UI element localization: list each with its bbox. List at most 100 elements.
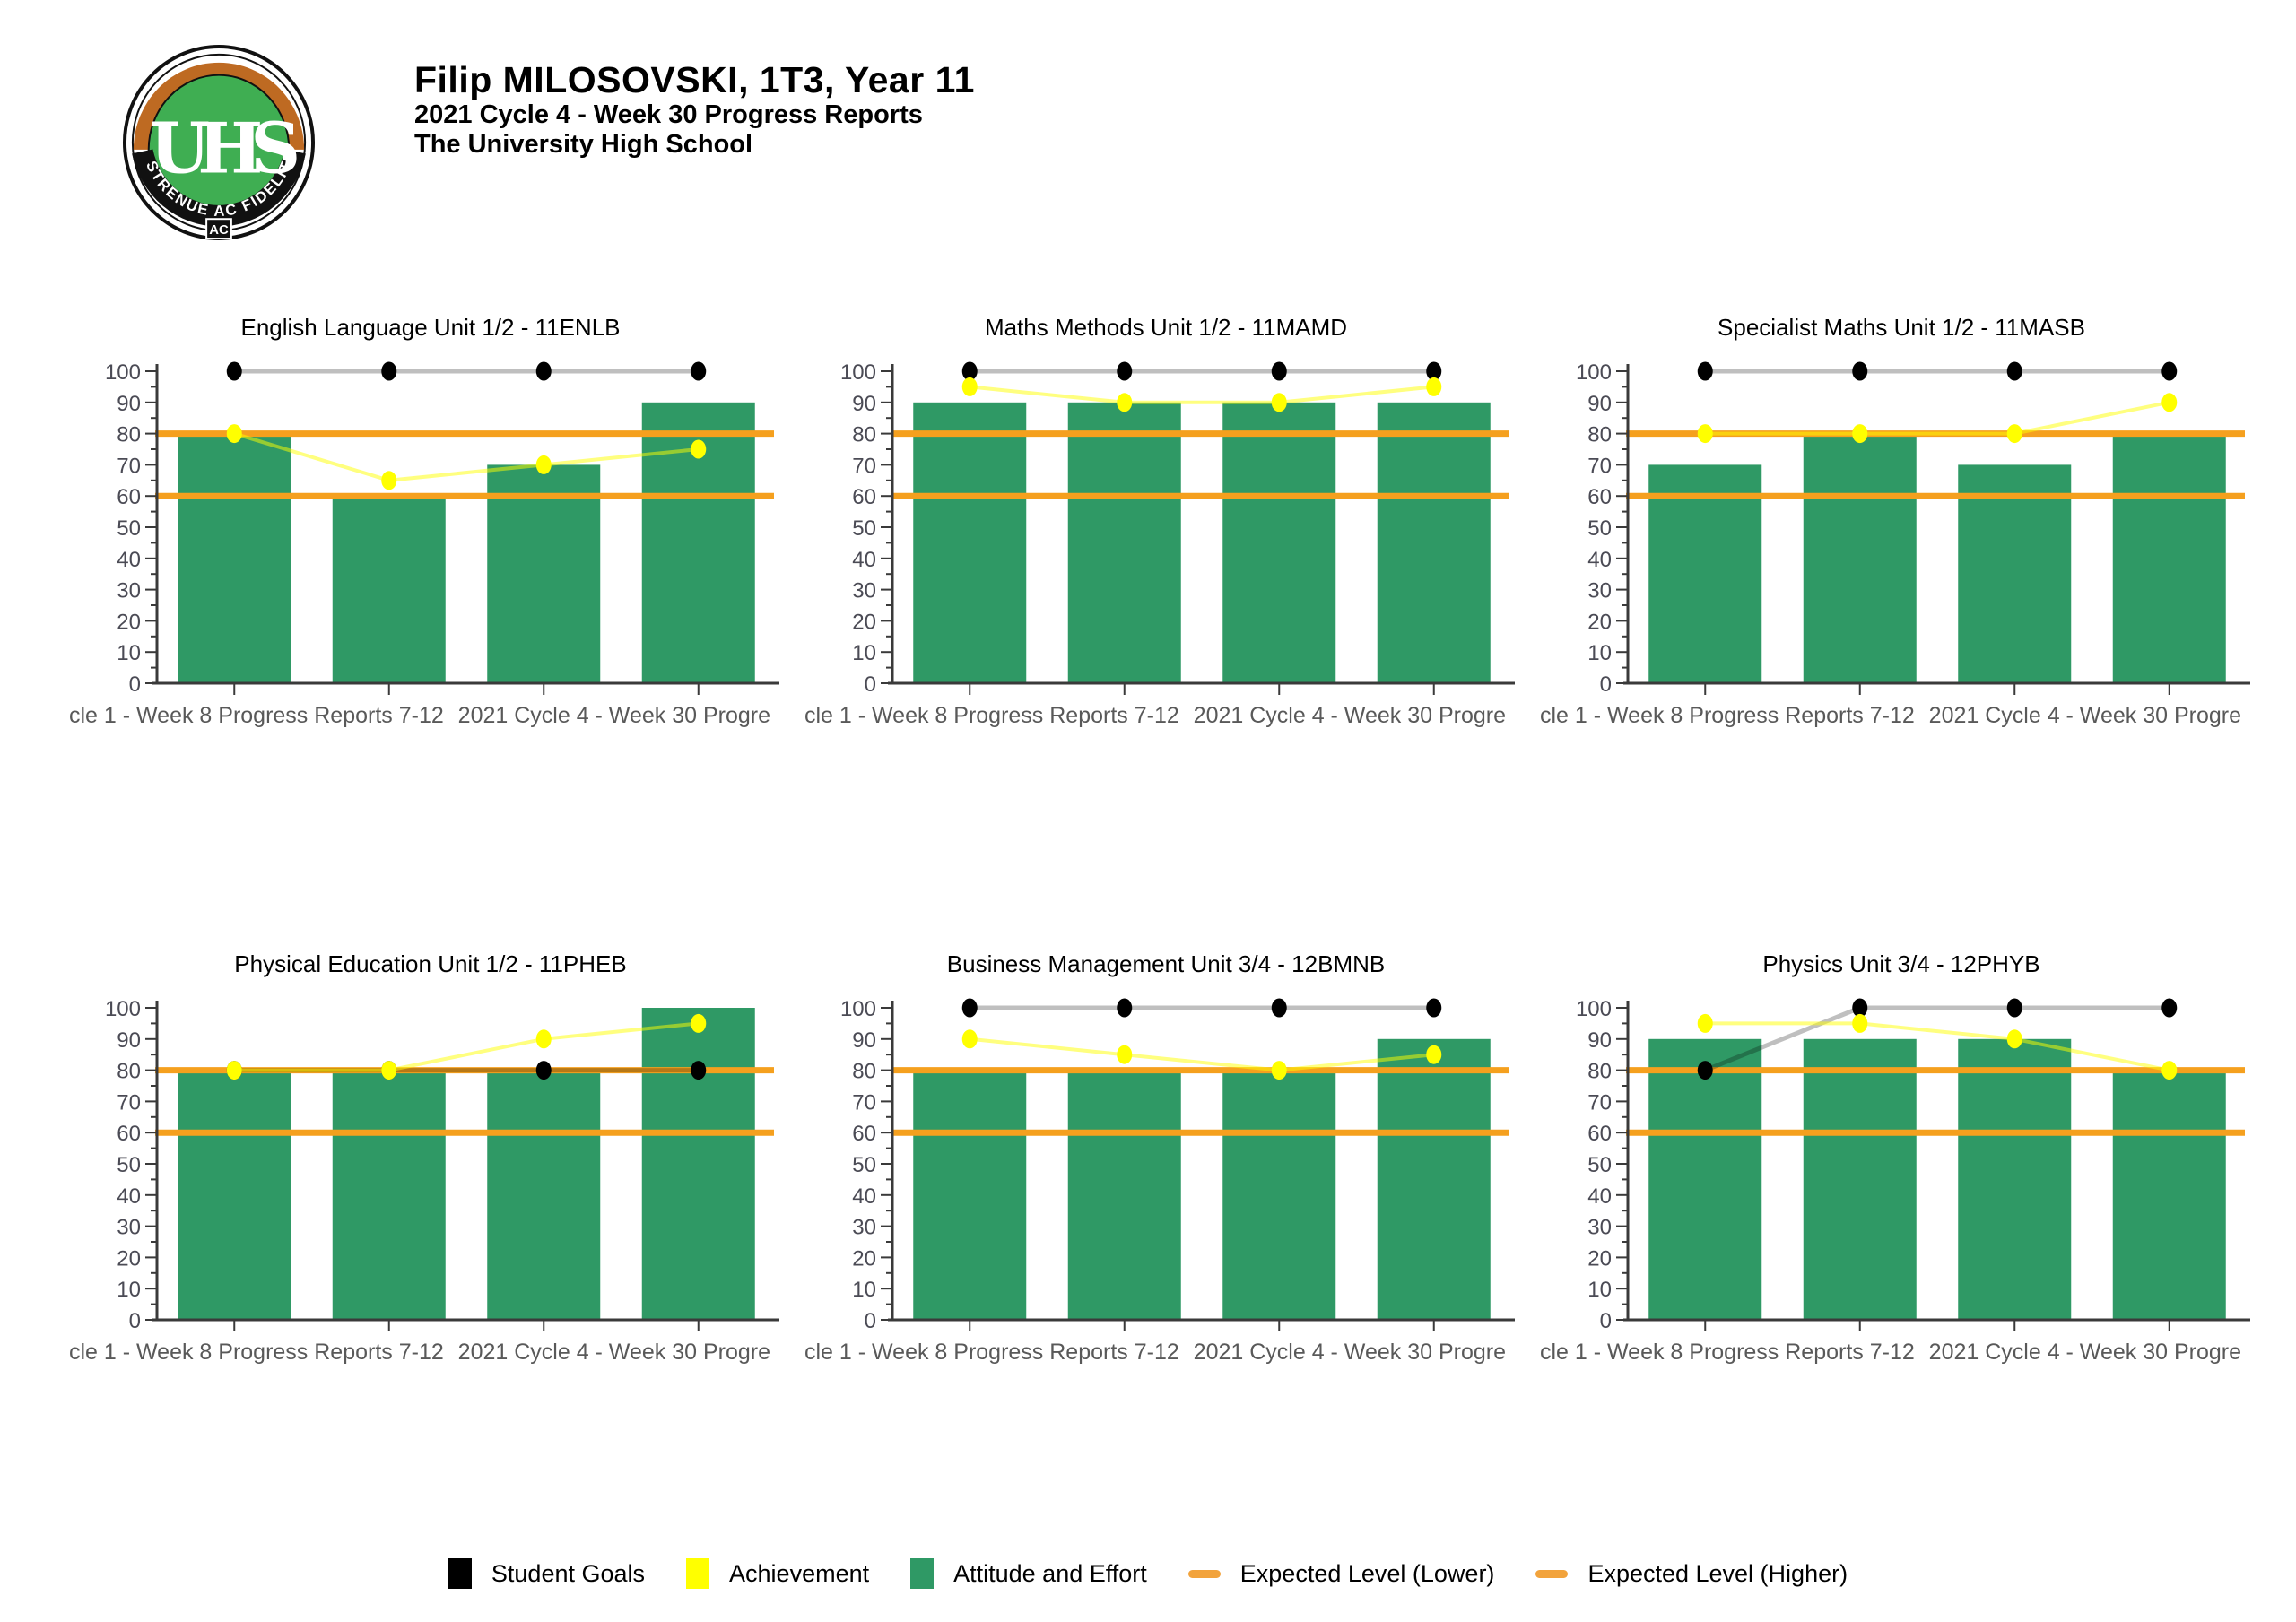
chart-english-language: English Language Unit 1/2 - 11ENLB 0 10 20…	[67, 314, 794, 789]
chart-specialist-maths: Specialist Maths Unit 1/2 - 11MASB 0 10 20…	[1538, 314, 2265, 789]
svg-text:2021 Cycle 4 - Week 30 Progre: 2021 Cycle 4 - Week 30 Progre	[458, 1340, 770, 1365]
svg-text:40: 40	[1587, 548, 1612, 572]
svg-text:2021 Cycle 4 - Week 30 Progre: 2021 Cycle 4 - Week 30 Progre	[1929, 703, 2241, 728]
svg-text:70: 70	[852, 1090, 876, 1115]
chart-business-management: Business Management Unit 3/4 - 12BMNB 0 1…	[803, 950, 1529, 1426]
legend-label: Attitude and Effort	[953, 1559, 1147, 1587]
svg-text:90: 90	[1587, 392, 1612, 416]
crest-ac-text: AC	[209, 223, 229, 238]
crest-ac-badge	[205, 218, 232, 240]
attitude-effort-swatch	[910, 1558, 935, 1589]
svg-text:30: 30	[852, 579, 876, 603]
svg-text:10: 10	[852, 1278, 876, 1302]
svg-text:100: 100	[105, 997, 141, 1021]
svg-text:10: 10	[117, 1278, 141, 1302]
svg-text:cle 1 - Week 8 Progress Report: cle 1 - Week 8 Progress Reports 7-12	[804, 1340, 1179, 1365]
expected-lower-swatch	[1187, 1569, 1221, 1578]
svg-text:0: 0	[129, 672, 141, 697]
chart-plot: 0 10 20 30 40 50 60 70 80 90 100 cle 1 - Week 8 Pro…	[69, 997, 779, 1365]
svg-text:100: 100	[1576, 997, 1612, 1021]
legend-item-achievement: Achievement	[686, 1558, 869, 1589]
svg-text:70: 70	[852, 454, 876, 478]
svg-text:30: 30	[1587, 1216, 1612, 1240]
svg-text:80: 80	[852, 1060, 876, 1084]
svg-text:100: 100	[840, 997, 876, 1021]
svg-text:40: 40	[1587, 1184, 1612, 1209]
student-goals-swatch	[448, 1558, 472, 1589]
svg-text:0: 0	[865, 672, 876, 697]
chart-plot: 0 10 20 30 40 50 60 70 80 90 100 cle 1 - Week 8 Pro…	[804, 360, 1515, 728]
svg-text:30: 30	[117, 579, 141, 603]
svg-text:0: 0	[1600, 1309, 1612, 1333]
svg-text:2021 Cycle 4 - Week 30 Progre: 2021 Cycle 4 - Week 30 Progre	[458, 703, 770, 728]
chart-title: Business Management Unit 3/4 - 12BMNB	[946, 950, 1386, 977]
svg-text:100: 100	[840, 360, 876, 385]
expected-higher-swatch	[1535, 1569, 1569, 1578]
svg-text:cle 1 - Week 8 Progress Report: cle 1 - Week 8 Progress Reports 7-12	[69, 1340, 444, 1365]
svg-text:30: 30	[1587, 579, 1612, 603]
legend-item-expected-higher: Expected Level (Higher)	[1535, 1560, 1848, 1588]
legend-label: Expected Level (Higher)	[1587, 1559, 1848, 1587]
svg-text:80: 80	[1587, 1060, 1612, 1084]
svg-text:90: 90	[852, 392, 876, 416]
chart-plot: 0 10 20 30 40 50 60 70 80 90 100 cle 1 - Week 8 Pro…	[804, 997, 1515, 1365]
svg-text:100: 100	[105, 360, 141, 385]
svg-text:60: 60	[1587, 1122, 1612, 1146]
svg-text:10: 10	[1587, 1278, 1612, 1302]
svg-text:50: 50	[1587, 1153, 1612, 1177]
svg-text:0: 0	[1600, 672, 1612, 697]
svg-text:40: 40	[117, 1184, 141, 1209]
svg-text:90: 90	[117, 392, 141, 416]
svg-text:cle 1 - Week 8 Progress Report: cle 1 - Week 8 Progress Reports 7-12	[804, 703, 1179, 728]
svg-text:60: 60	[117, 1122, 141, 1146]
svg-text:30: 30	[852, 1216, 876, 1240]
svg-text:80: 80	[117, 423, 141, 447]
svg-text:cle 1 - Week 8 Progress Report: cle 1 - Week 8 Progress Reports 7-12	[1540, 1340, 1915, 1365]
chart-title: English Language Unit 1/2 - 11ENLB	[240, 314, 621, 341]
svg-text:70: 70	[117, 454, 141, 478]
svg-text:2021 Cycle 4 - Week 30 Progre: 2021 Cycle 4 - Week 30 Progre	[1929, 1340, 2241, 1365]
svg-text:60: 60	[852, 1122, 876, 1146]
chart-title: Physics Unit 3/4 - 12PHYB	[1762, 950, 2040, 977]
svg-text:50: 50	[117, 516, 141, 541]
svg-text:10: 10	[1587, 641, 1612, 665]
svg-text:20: 20	[117, 610, 141, 634]
legend-label: Student Goals	[491, 1559, 646, 1587]
svg-text:0: 0	[129, 1309, 141, 1333]
school-crest-logo: STRENUE AC FIDELITER UHS AC	[121, 45, 315, 240]
svg-text:0: 0	[865, 1309, 876, 1333]
svg-text:80: 80	[117, 1060, 141, 1084]
chart-maths-methods: Maths Methods Unit 1/2 - 11MAMD 0 10 20 30 4…	[803, 314, 1529, 789]
svg-text:10: 10	[117, 641, 141, 665]
chart-title: Physical Education Unit 1/2 - 11PHEB	[234, 950, 627, 977]
svg-text:90: 90	[852, 1028, 876, 1053]
chart-plot: 0 10 20 30 40 50 60 70 80 90 100 cle 1 - Week 8 Pro…	[1540, 360, 2250, 728]
svg-text:20: 20	[1587, 610, 1612, 634]
svg-text:60: 60	[852, 485, 876, 509]
chart-physical-education: Physical Education Unit 1/2 - 11PHEB 0 10…	[67, 950, 794, 1426]
chart-title: Maths Methods Unit 1/2 - 11MAMD	[984, 314, 1348, 341]
chart-physics: Physics Unit 3/4 - 12PHYB 0 10 20 30 40 50 60 7…	[1538, 950, 2265, 1426]
crest-motto-band	[132, 149, 306, 227]
svg-text:50: 50	[1587, 516, 1612, 541]
legend-item-attitude-effort: Attitude and Effort	[910, 1558, 1147, 1589]
svg-text:50: 50	[117, 1153, 141, 1177]
svg-text:70: 70	[1587, 1090, 1612, 1115]
student-name-title: Filip MILOSOVSKI, 1T3, Year 11	[414, 59, 975, 100]
crest-monogram: UHS	[150, 108, 298, 190]
svg-text:40: 40	[117, 548, 141, 572]
svg-text:20: 20	[852, 1246, 876, 1271]
school-name: The University High School	[414, 130, 753, 159]
legend-item-student-goals: Student Goals	[448, 1558, 645, 1589]
svg-text:50: 50	[852, 516, 876, 541]
chart-plot: 0 10 20 30 40 50 60 70 80 90 100 cle 1 - Week 8 Pro…	[69, 360, 779, 728]
svg-text:80: 80	[1587, 423, 1612, 447]
achievement-swatch	[686, 1558, 710, 1589]
svg-text:2021 Cycle 4 - Week 30 Progre: 2021 Cycle 4 - Week 30 Progre	[1194, 1340, 1506, 1365]
svg-text:60: 60	[1587, 485, 1612, 509]
svg-text:90: 90	[117, 1028, 141, 1053]
svg-text:10: 10	[852, 641, 876, 665]
chart-legend: Student Goals Achievement Attitude and E…	[0, 1558, 2296, 1589]
svg-text:70: 70	[117, 1090, 141, 1115]
